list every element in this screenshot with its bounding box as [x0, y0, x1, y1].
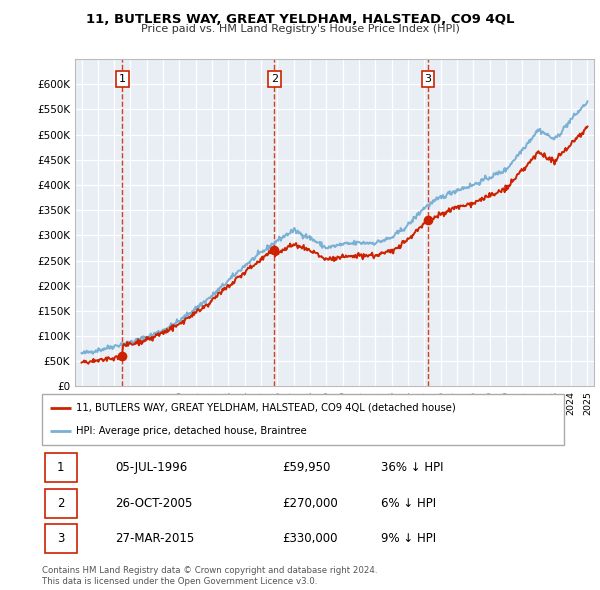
Text: 1: 1	[57, 461, 65, 474]
Text: 3: 3	[425, 74, 431, 84]
Bar	[44, 524, 77, 553]
Text: 26-OCT-2005: 26-OCT-2005	[115, 497, 193, 510]
Text: Price paid vs. HM Land Registry's House Price Index (HPI): Price paid vs. HM Land Registry's House …	[140, 24, 460, 34]
Text: 11, BUTLERS WAY, GREAT YELDHAM, HALSTEAD, CO9 4QL: 11, BUTLERS WAY, GREAT YELDHAM, HALSTEAD…	[86, 13, 514, 26]
Text: 05-JUL-1996: 05-JUL-1996	[115, 461, 187, 474]
Text: 36% ↓ HPI: 36% ↓ HPI	[382, 461, 444, 474]
Text: 11, BUTLERS WAY, GREAT YELDHAM, HALSTEAD, CO9 4QL (detached house): 11, BUTLERS WAY, GREAT YELDHAM, HALSTEAD…	[76, 402, 455, 412]
Text: 3: 3	[57, 532, 64, 545]
Text: £59,950: £59,950	[282, 461, 331, 474]
Text: This data is licensed under the Open Government Licence v3.0.: This data is licensed under the Open Gov…	[42, 577, 317, 586]
Text: 2: 2	[57, 497, 65, 510]
Text: HPI: Average price, detached house, Braintree: HPI: Average price, detached house, Brai…	[76, 427, 307, 437]
Text: £330,000: £330,000	[282, 532, 338, 545]
Bar	[44, 453, 77, 482]
Text: 1: 1	[119, 74, 126, 84]
Text: 6% ↓ HPI: 6% ↓ HPI	[382, 497, 436, 510]
Text: 9% ↓ HPI: 9% ↓ HPI	[382, 532, 436, 545]
Text: Contains HM Land Registry data © Crown copyright and database right 2024.: Contains HM Land Registry data © Crown c…	[42, 566, 377, 575]
Bar	[44, 489, 77, 517]
Text: 27-MAR-2015: 27-MAR-2015	[115, 532, 194, 545]
Text: 2: 2	[271, 74, 278, 84]
Text: £270,000: £270,000	[282, 497, 338, 510]
